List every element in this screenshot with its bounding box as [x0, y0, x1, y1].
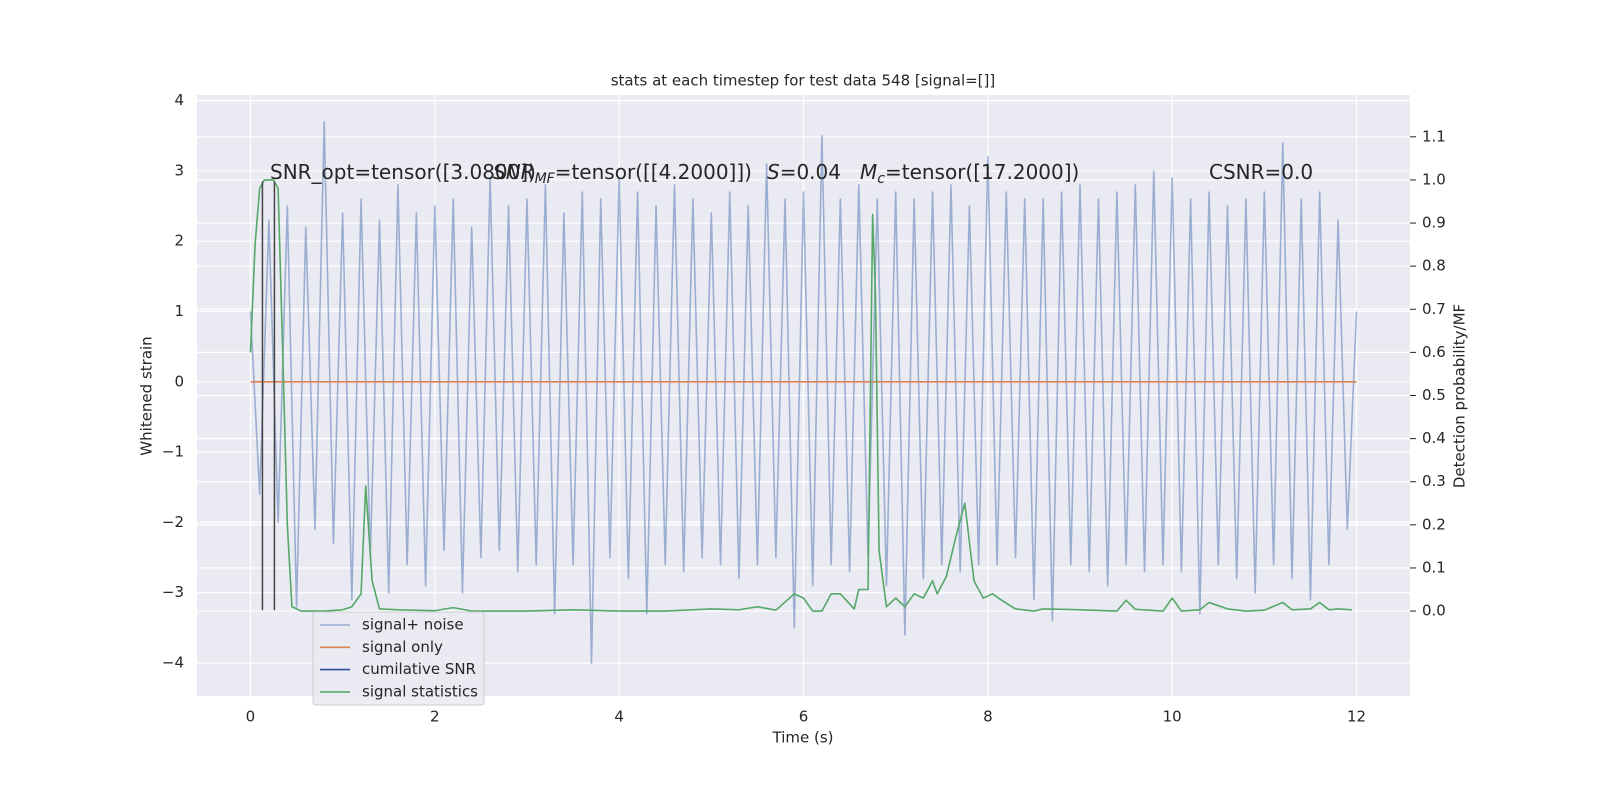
y2-axis-label: Detection probability/MF — [1451, 304, 1469, 488]
annotation-symbol: M — [860, 160, 877, 184]
chart-title: stats at each timestep for test data 548… — [611, 72, 996, 90]
y2-tick-label: 0.9 — [1422, 214, 1446, 232]
annotation-subscript: c — [877, 171, 885, 187]
y-tick-label: −2 — [162, 513, 184, 531]
x-tick-label: 2 — [430, 708, 440, 726]
annotation: Mc=tensor([17.2000]) — [860, 160, 1079, 188]
y-tick-label: 4 — [174, 91, 184, 109]
annotation-text: =0.04 — [780, 160, 841, 184]
annotation: S=0.04 — [767, 160, 841, 184]
legend-label: signal+ noise — [362, 616, 464, 634]
y-tick-label: −3 — [162, 583, 184, 601]
x-tick-label: 0 — [246, 708, 256, 726]
annotation-text: CSNR=0.0 — [1209, 160, 1313, 184]
y-tick-label: 0 — [174, 372, 184, 390]
annotation-symbol: S — [767, 160, 780, 184]
annotation: CSNR=0.0 — [1209, 160, 1313, 184]
annotation-text: =tensor([17.2000]) — [885, 160, 1079, 184]
x-tick-label: 10 — [1163, 708, 1182, 726]
y2-tick-label: 0.4 — [1422, 429, 1446, 447]
annotation-subscript: MF — [535, 171, 556, 187]
y-tick-label: −1 — [162, 443, 184, 461]
y2-tick-label: 1.0 — [1422, 170, 1446, 188]
legend-label: signal only — [362, 638, 443, 656]
x-tick-label: 12 — [1347, 708, 1366, 726]
y-axis-label: Whitened strain — [138, 336, 156, 455]
series-line — [249, 120, 1358, 664]
x-tick-label: 6 — [799, 708, 809, 726]
y-tick-label: −4 — [162, 653, 184, 671]
y2-tick-label: 0.1 — [1422, 558, 1446, 576]
annotation-text: SNR_opt=tensor([3.0800]) — [270, 160, 536, 184]
series-line — [249, 179, 1352, 612]
annotation-symbol: SNR — [493, 160, 535, 184]
y2-tick-label: 0.2 — [1422, 515, 1446, 533]
legend-label: signal statistics — [362, 682, 478, 700]
y-tick-label: 2 — [174, 232, 184, 250]
y2-tick-label: 1.1 — [1422, 127, 1446, 145]
y2-tick-label: 0.7 — [1422, 300, 1446, 318]
y2-tick-label: 0.5 — [1422, 386, 1446, 404]
annotation-text: =tensor([[4.2000]]) — [555, 160, 752, 184]
legend-box — [312, 611, 485, 706]
annotation: SNR_opt=tensor([3.0800]) — [270, 160, 536, 184]
y-tick-label: 3 — [174, 161, 184, 179]
x-axis-label: Time (s) — [772, 729, 834, 747]
y2-tick-label: 0.0 — [1422, 602, 1446, 620]
y2-tick-label: 0.3 — [1422, 472, 1446, 490]
legend-label: cumilative SNR — [362, 660, 476, 678]
x-tick-label: 8 — [983, 708, 993, 726]
y2-tick-label: 0.8 — [1422, 257, 1446, 275]
y2-tick-label: 0.6 — [1422, 343, 1446, 361]
annotation: SNRMF=tensor([[4.2000]]) — [493, 160, 752, 188]
y-tick-label: 1 — [174, 302, 184, 320]
x-tick-label: 4 — [614, 708, 624, 726]
